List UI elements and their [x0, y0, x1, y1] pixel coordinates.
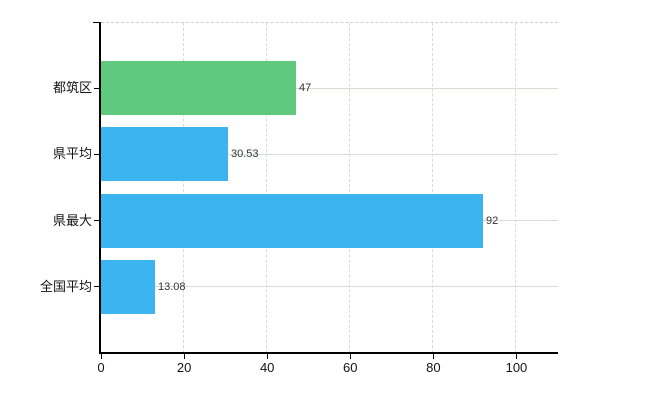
bar-value-label: 92: [486, 214, 499, 227]
bar-県平均: [101, 127, 228, 182]
y-axis-tick: [94, 220, 100, 222]
gridline-vertical: [515, 23, 517, 353]
bar-県最大: [101, 193, 483, 248]
gridline-vertical: [432, 23, 434, 353]
x-axis-tick: [516, 354, 518, 359]
x-tick-label: 60: [343, 360, 358, 375]
y-axis-end-tick: [93, 22, 100, 23]
gridline-vertical: [183, 23, 185, 353]
bar-value-label: 13.08: [158, 280, 186, 293]
x-tick-label: 40: [259, 360, 275, 375]
y-axis-tick: [94, 153, 100, 155]
x-axis-tick: [350, 354, 352, 359]
x-axis-tick: [267, 354, 269, 359]
y-axis-tick: [94, 286, 100, 288]
y-category-label: 県平均: [52, 146, 92, 162]
x-axis-tick: [433, 354, 435, 359]
gridline-horizontal: [101, 87, 558, 89]
x-tick-label: 0: [97, 360, 105, 375]
plot-top-border: [101, 22, 558, 23]
x-tick-label: 20: [176, 360, 192, 375]
y-category-label: 全国平均: [39, 278, 92, 294]
x-axis-tick: [184, 354, 186, 359]
y-category-label: 県最大: [52, 212, 92, 228]
y-axis-tick: [94, 87, 100, 89]
x-axis-line: [99, 352, 558, 354]
x-tick-label: 100: [505, 360, 528, 375]
gridline-horizontal: [101, 153, 558, 155]
x-tick-label: 80: [426, 360, 441, 375]
bar-都筑区: [101, 61, 296, 116]
y-axis-line: [99, 22, 101, 354]
y-category-label: 都筑区: [52, 80, 92, 96]
gridline-horizontal: [101, 286, 558, 288]
bar-value-label: 47: [299, 82, 312, 95]
bar-value-label: 30.53: [231, 148, 259, 161]
gridline-vertical: [349, 23, 351, 353]
x-axis-tick: [101, 354, 102, 359]
bar-全国平均: [101, 259, 155, 314]
gridline-vertical: [266, 23, 268, 353]
